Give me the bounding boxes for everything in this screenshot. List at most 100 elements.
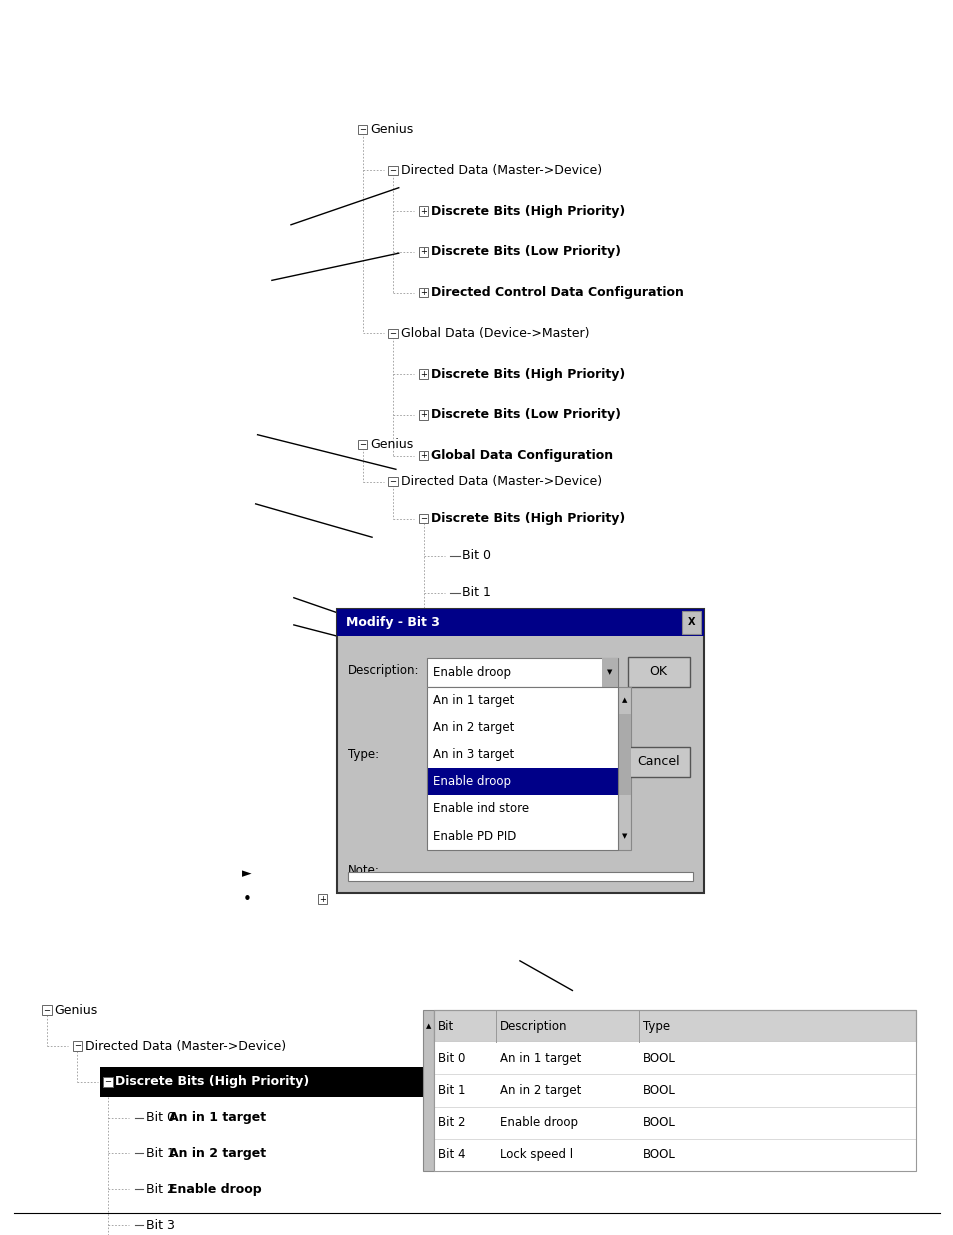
Text: −: −: [389, 477, 396, 487]
Bar: [434, 1074, 915, 1107]
Text: +: +: [419, 369, 427, 379]
Text: BOOL: BOOL: [642, 1149, 675, 1161]
Text: +: +: [419, 288, 427, 298]
Text: −: −: [43, 1005, 51, 1015]
Text: An in 2 target: An in 2 target: [499, 1084, 580, 1097]
Text: Enable ind store: Enable ind store: [433, 803, 529, 815]
Text: Enable droop: Enable droop: [499, 1116, 578, 1129]
Text: Type:: Type:: [348, 748, 379, 761]
Text: Modify - Bit 3: Modify - Bit 3: [346, 616, 439, 629]
Text: Type: Type: [642, 1020, 669, 1032]
Text: −: −: [73, 1041, 81, 1051]
Bar: [427, 823, 618, 850]
Text: Directed Data (Master->Device): Directed Data (Master->Device): [400, 475, 601, 488]
Text: Genius: Genius: [370, 438, 413, 451]
Text: Bit 2: Bit 2: [461, 624, 490, 636]
Bar: [336, 609, 703, 636]
Text: ▲: ▲: [621, 698, 626, 703]
Text: Genius: Genius: [54, 1004, 97, 1016]
Bar: [427, 687, 618, 850]
Bar: [418, 410, 428, 420]
Bar: [42, 1005, 51, 1015]
Text: −: −: [104, 1077, 112, 1087]
Bar: [418, 451, 428, 461]
Bar: [427, 795, 618, 823]
Text: An in 1 target: An in 1 target: [169, 1112, 266, 1124]
Text: Bit: Bit: [437, 1020, 454, 1032]
Text: ►: ►: [242, 867, 252, 879]
Bar: [100, 1067, 462, 1097]
Text: Description:: Description:: [348, 664, 419, 677]
Text: •: •: [242, 892, 251, 906]
Text: Global Data (Device->Master): Global Data (Device->Master): [400, 327, 589, 340]
Text: −: −: [389, 329, 396, 338]
Text: Discrete Bits (Low Priority): Discrete Bits (Low Priority): [431, 409, 620, 421]
Bar: [103, 1077, 112, 1087]
Text: An in 1 target: An in 1 target: [433, 694, 514, 706]
Text: Bit 1: Bit 1: [146, 1147, 174, 1160]
Text: BOOL: BOOL: [642, 1084, 675, 1097]
Text: An in 2 target: An in 2 target: [169, 1147, 266, 1160]
Bar: [72, 1041, 82, 1051]
Bar: [427, 768, 618, 795]
Bar: [681, 611, 700, 634]
Text: Bit 0: Bit 0: [437, 1052, 465, 1065]
Text: Enable droop: Enable droop: [433, 666, 511, 679]
Text: ▲: ▲: [425, 1024, 431, 1029]
Bar: [317, 894, 327, 904]
Text: Directed Data (Master->Device): Directed Data (Master->Device): [400, 164, 601, 177]
Bar: [418, 369, 428, 379]
Text: X: X: [687, 618, 695, 627]
Text: ▼: ▼: [621, 834, 626, 839]
Text: Description: Description: [499, 1020, 567, 1032]
Text: Bit 4: Bit 4: [437, 1149, 465, 1161]
Bar: [357, 440, 367, 450]
Bar: [434, 1010, 915, 1042]
Text: Bit 2: Bit 2: [146, 1183, 174, 1195]
Text: Discrete Bits (High Priority): Discrete Bits (High Priority): [431, 205, 625, 217]
Bar: [427, 658, 618, 687]
Bar: [418, 288, 428, 298]
Text: Discrete Bits (Low Priority): Discrete Bits (Low Priority): [431, 246, 620, 258]
Text: Enable PD PID: Enable PD PID: [433, 830, 516, 842]
Bar: [434, 1010, 915, 1171]
Bar: [601, 658, 618, 687]
Text: Bit 1: Bit 1: [437, 1084, 465, 1097]
Text: +: +: [419, 206, 427, 216]
Text: An in 2 target: An in 2 target: [433, 721, 514, 734]
Bar: [418, 206, 428, 216]
Bar: [627, 747, 689, 777]
Bar: [418, 514, 428, 524]
Text: Enable droop: Enable droop: [433, 776, 511, 788]
Bar: [336, 609, 703, 893]
Bar: [427, 741, 618, 768]
Bar: [348, 872, 692, 881]
Text: +: +: [419, 410, 427, 420]
Text: Cancel: Cancel: [637, 756, 679, 768]
Text: Global Data Configuration: Global Data Configuration: [431, 450, 613, 462]
Text: ▼: ▼: [607, 669, 612, 676]
Text: Discrete Bits (High Priority): Discrete Bits (High Priority): [431, 513, 625, 525]
Text: BOOL: BOOL: [642, 1116, 675, 1129]
Text: Bit 3: Bit 3: [461, 661, 490, 673]
Text: Bit 4: Bit 4: [461, 698, 490, 710]
Text: Discrete Bits (High Priority): Discrete Bits (High Priority): [431, 368, 625, 380]
Bar: [627, 657, 689, 687]
Text: Bit 3: Bit 3: [146, 1219, 174, 1231]
Text: Bit 0: Bit 0: [461, 550, 490, 562]
Text: Bit 2: Bit 2: [437, 1116, 465, 1129]
Text: Bit 1: Bit 1: [461, 587, 490, 599]
Text: Genius: Genius: [370, 124, 413, 136]
Bar: [388, 329, 397, 338]
Text: +: +: [419, 451, 427, 461]
Text: −: −: [358, 440, 366, 450]
Text: −: −: [358, 125, 366, 135]
Text: Directed Data (Master->Device): Directed Data (Master->Device): [85, 1040, 286, 1052]
Text: An in 1 target: An in 1 target: [499, 1052, 580, 1065]
Bar: [618, 714, 630, 795]
Bar: [427, 714, 618, 741]
Text: OK: OK: [649, 666, 667, 678]
Bar: [388, 477, 397, 487]
Bar: [434, 1107, 915, 1139]
Bar: [418, 247, 428, 257]
